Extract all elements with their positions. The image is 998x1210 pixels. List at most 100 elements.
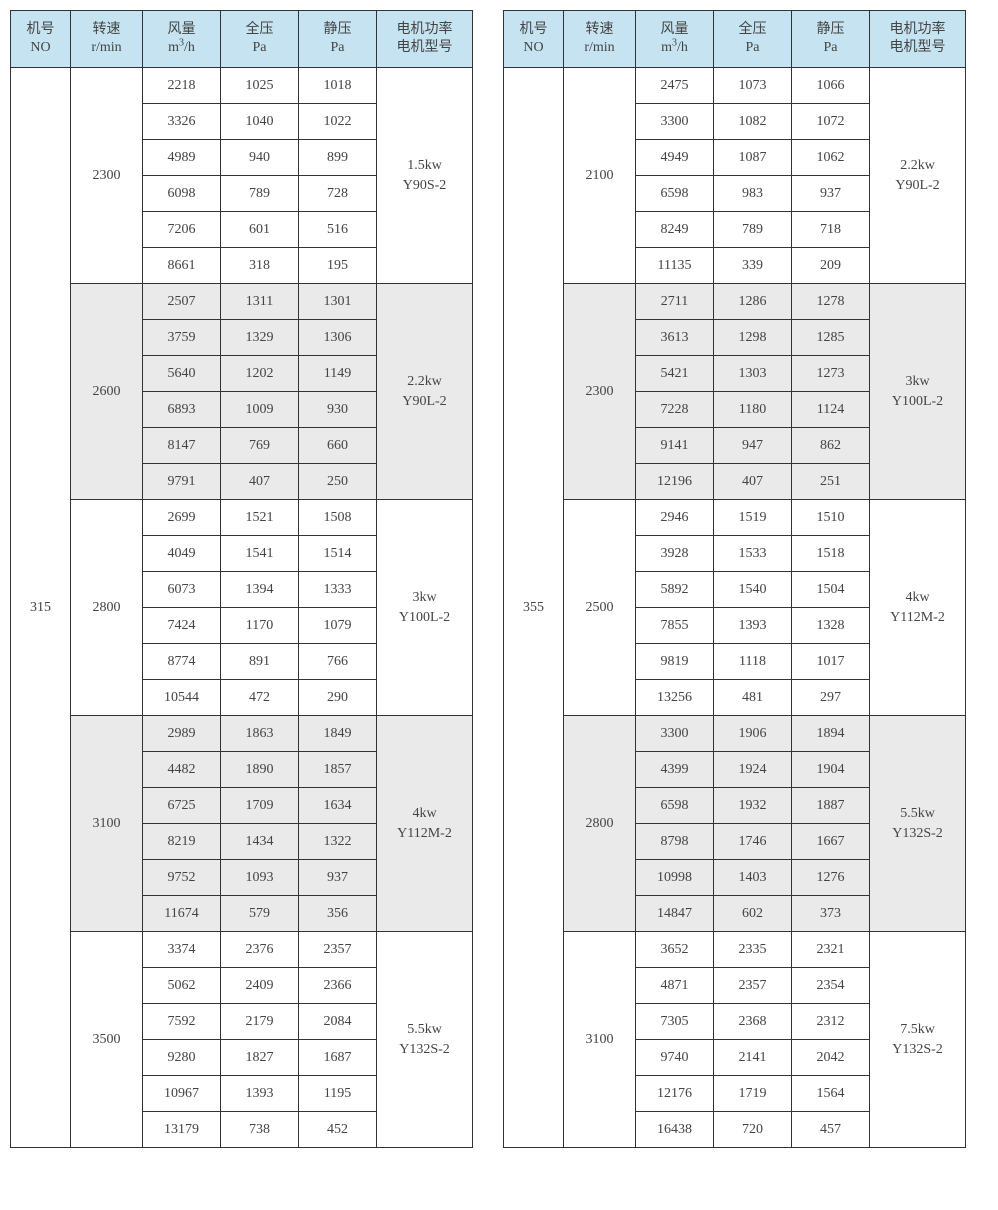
header-rpm: 转速r/min	[71, 11, 143, 68]
cell-tp: 1118	[714, 644, 792, 680]
cell-rpm: 3100	[564, 932, 636, 1148]
cell-q: 8798	[636, 824, 714, 860]
cell-sp: 251	[792, 464, 870, 500]
cell-sp: 1276	[792, 860, 870, 896]
cell-sp: 1504	[792, 572, 870, 608]
cell-tp: 1746	[714, 824, 792, 860]
cell-sp: 1062	[792, 140, 870, 176]
table-row: 28003300190618945.5kwY132S-2	[504, 716, 966, 752]
cell-rpm: 2100	[564, 68, 636, 284]
cell-tp: 1180	[714, 392, 792, 428]
cell-tp: 1303	[714, 356, 792, 392]
cell-q: 9280	[143, 1040, 221, 1076]
cell-motor: 1.5kwY90S-2	[377, 68, 473, 284]
cell-tp: 1890	[221, 752, 299, 788]
cell-sp: 1687	[299, 1040, 377, 1076]
cell-sp: 1904	[792, 752, 870, 788]
cell-sp: 1322	[299, 824, 377, 860]
cell-tp: 472	[221, 680, 299, 716]
cell-tp: 407	[714, 464, 792, 500]
cell-tp: 1009	[221, 392, 299, 428]
cell-sp: 1328	[792, 608, 870, 644]
cell-motor: 2.2kwY90L-2	[870, 68, 966, 284]
cell-rpm: 3500	[71, 932, 143, 1148]
cell-q: 10998	[636, 860, 714, 896]
cell-sp: 2321	[792, 932, 870, 968]
cell-tp: 1540	[714, 572, 792, 608]
table-header-row: 机号NO转速r/min风量m3/h全压Pa静压Pa电机功率电机型号	[11, 11, 473, 68]
cell-rpm: 2800	[564, 716, 636, 932]
cell-sp: 930	[299, 392, 377, 428]
cell-tp: 1434	[221, 824, 299, 860]
cell-q: 7592	[143, 1004, 221, 1040]
cell-q: 2218	[143, 68, 221, 104]
cell-sp: 1278	[792, 284, 870, 320]
cell-tp: 2179	[221, 1004, 299, 1040]
cell-sp: 1333	[299, 572, 377, 608]
table-row: 31003652233523217.5kwY132S-2	[504, 932, 966, 968]
cell-q: 12196	[636, 464, 714, 500]
cell-tp: 1311	[221, 284, 299, 320]
cell-q: 5892	[636, 572, 714, 608]
cell-tp: 1093	[221, 860, 299, 896]
cell-tp: 983	[714, 176, 792, 212]
cell-tp: 1533	[714, 536, 792, 572]
cell-sp: 718	[792, 212, 870, 248]
spec-table-right: 机号NO转速r/min风量m3/h全压Pa静压Pa电机功率电机型号3552100…	[503, 10, 966, 1148]
cell-tp: 1827	[221, 1040, 299, 1076]
cell-tp: 1906	[714, 716, 792, 752]
cell-tp: 1863	[221, 716, 299, 752]
cell-tp: 1521	[221, 500, 299, 536]
cell-q: 7206	[143, 212, 221, 248]
cell-sp: 766	[299, 644, 377, 680]
cell-sp: 937	[299, 860, 377, 896]
cell-q: 8219	[143, 824, 221, 860]
cell-sp: 1018	[299, 68, 377, 104]
cell-q: 3652	[636, 932, 714, 968]
cell-tp: 1403	[714, 860, 792, 896]
cell-q: 14847	[636, 896, 714, 932]
cell-tp: 1932	[714, 788, 792, 824]
header-static-pressure: 静压Pa	[299, 11, 377, 68]
cell-sp: 2042	[792, 1040, 870, 1076]
cell-rpm: 2500	[564, 500, 636, 716]
cell-q: 3326	[143, 104, 221, 140]
cell-q: 2946	[636, 500, 714, 536]
cell-tp: 789	[714, 212, 792, 248]
cell-model-no: 355	[504, 68, 564, 1148]
cell-tp: 1719	[714, 1076, 792, 1112]
cell-tp: 1709	[221, 788, 299, 824]
cell-sp: 1510	[792, 500, 870, 536]
cell-q: 6598	[636, 176, 714, 212]
cell-sp: 452	[299, 1112, 377, 1148]
cell-q: 2711	[636, 284, 714, 320]
cell-q: 9791	[143, 464, 221, 500]
cell-q: 9141	[636, 428, 714, 464]
cell-rpm: 2300	[564, 284, 636, 500]
cell-q: 7228	[636, 392, 714, 428]
cell-tp: 481	[714, 680, 792, 716]
cell-q: 9752	[143, 860, 221, 896]
cell-q: 3300	[636, 716, 714, 752]
cell-q: 3300	[636, 104, 714, 140]
cell-q: 7424	[143, 608, 221, 644]
cell-q: 10967	[143, 1076, 221, 1112]
cell-sp: 1195	[299, 1076, 377, 1112]
cell-sp: 1508	[299, 500, 377, 536]
cell-motor: 5.5kwY132S-2	[870, 716, 966, 932]
cell-q: 3759	[143, 320, 221, 356]
cell-sp: 1022	[299, 104, 377, 140]
cell-rpm: 2600	[71, 284, 143, 500]
cell-tp: 601	[221, 212, 299, 248]
cell-q: 4871	[636, 968, 714, 1004]
cell-rpm: 2800	[71, 500, 143, 716]
table-row: 35521002475107310662.2kwY90L-2	[504, 68, 966, 104]
cell-tp: 1286	[714, 284, 792, 320]
cell-motor: 4kwY112M-2	[377, 716, 473, 932]
cell-q: 13179	[143, 1112, 221, 1148]
cell-q: 6098	[143, 176, 221, 212]
cell-q: 16438	[636, 1112, 714, 1148]
cell-tp: 940	[221, 140, 299, 176]
cell-tp: 1202	[221, 356, 299, 392]
header-no: 机号NO	[504, 11, 564, 68]
